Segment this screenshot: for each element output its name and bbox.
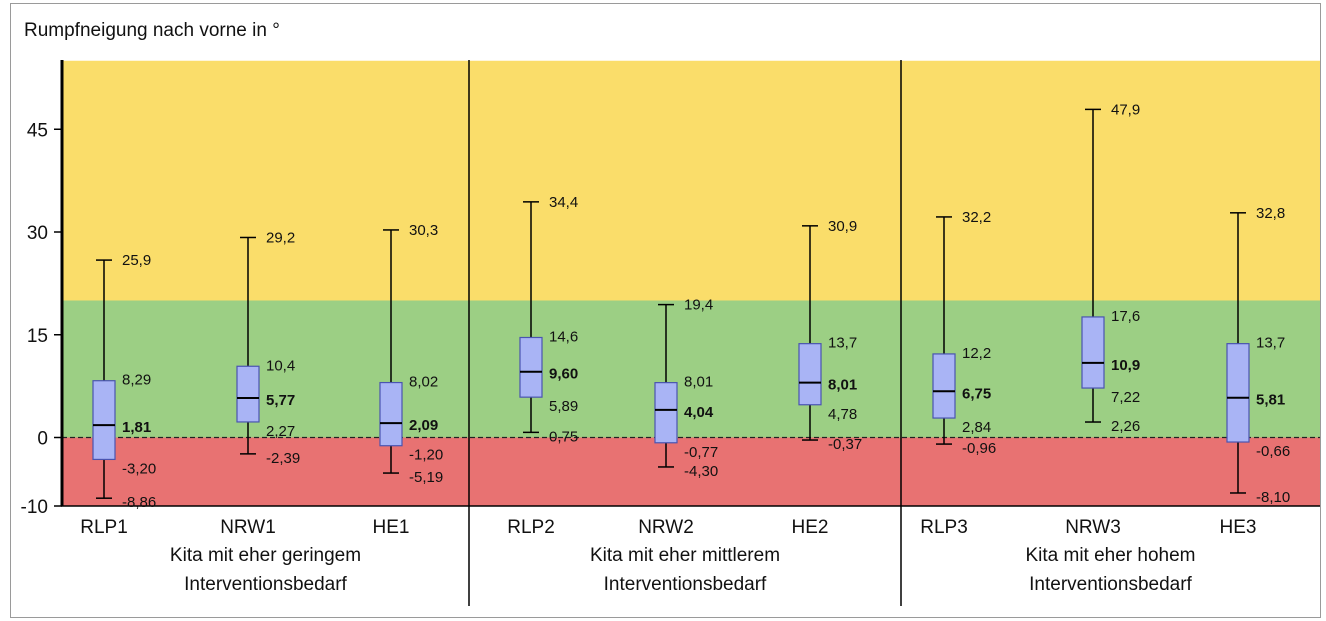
group-label-line1: Kita mit eher mittlerem [590,545,780,566]
band-2 [62,60,1320,301]
box-iqr [654,382,678,444]
max-label: 30,3 [409,222,438,239]
category-label: NRW3 [1065,517,1121,538]
band-0 [62,437,1320,506]
q3-label: 17,6 [1111,308,1140,325]
group-label-line1: Kita mit eher geringem [170,545,361,566]
q1-label: 4,78 [828,406,857,423]
q3-label: 12,2 [962,345,991,362]
median-label: 2,09 [409,417,438,434]
min-label: -0,37 [828,436,862,453]
q3-label: 8,02 [409,374,438,391]
category-label: RLP1 [80,517,128,538]
min-label: 0,75 [549,428,578,445]
y-tick-label-45: 45 [27,120,48,141]
max-label: 32,2 [962,209,991,226]
box-iqr [379,381,403,447]
q1-label: -3,20 [122,460,156,477]
box-iqr [92,380,116,461]
box-iqr [798,343,822,406]
max-label: 32,8 [1256,205,1285,222]
q1-label: 2,27 [266,423,295,440]
box-iqr [236,365,260,423]
max-label: 30,9 [828,218,857,235]
q1-label: 5,89 [549,398,578,415]
q3-label: 8,01 [684,374,713,391]
median-label: 4,04 [684,404,714,421]
group-label-line1: Kita mit eher hohem [1025,545,1195,566]
max-label: 34,4 [549,194,578,211]
median-label: 5,77 [266,392,295,409]
min-label: -8,86 [122,494,156,511]
y-tick-label-30: 30 [27,223,48,244]
q3-label: 10,4 [266,357,295,374]
max-label: 19,4 [684,297,713,314]
y-tick-label-15: 15 [27,326,48,347]
median-label: 9,60 [549,366,578,383]
category-label: HE2 [792,517,829,538]
median-label: 6,75 [962,385,991,402]
q1-label: -1,20 [409,447,443,464]
q3-label: 13,7 [828,335,857,352]
category-label: HE3 [1220,517,1257,538]
group-label-line2: Interventionsbedarf [604,574,767,595]
min-label: -0,96 [962,440,996,457]
group-label-line2: Interventionsbedarf [1029,574,1192,595]
y-axis-title: Rumpfneigung nach vorne in ° [24,20,280,41]
min-label: -2,39 [266,450,300,467]
max-label: 47,9 [1111,101,1140,118]
y-tick-label--10: -10 [21,497,48,518]
category-label: RLP3 [920,517,968,538]
max-label: 25,9 [122,252,151,269]
q1-label: 2,84 [962,419,991,436]
q1-label: 7,22 [1111,389,1140,406]
category-label: NRW2 [638,517,694,538]
category-label: NRW1 [220,517,276,538]
q3-label: 8,29 [122,372,151,389]
min-label: -4,30 [684,463,718,480]
median-label: 1,81 [122,419,151,436]
box-iqr [1081,316,1105,389]
group-label-line2: Interventionsbedarf [184,574,347,595]
category-label: HE1 [373,517,410,538]
y-tick-label-0: 0 [37,429,48,450]
min-label: -8,10 [1256,489,1290,506]
max-label: 29,2 [266,229,295,246]
median-label: 10,9 [1111,357,1140,374]
box-iqr [1226,343,1250,443]
q3-label: 14,6 [549,328,578,345]
q1-label: -0,66 [1256,443,1290,460]
chart-frame [10,3,1321,618]
q1-label: -0,77 [684,444,718,461]
q3-label: 13,7 [1256,335,1285,352]
median-label: 5,81 [1256,392,1285,409]
min-label: -5,19 [409,469,443,486]
category-label: RLP2 [507,517,555,538]
band-1 [62,300,1320,438]
min-label: 2,26 [1111,418,1140,435]
box-iqr [519,336,543,398]
box-iqr [932,353,956,419]
median-label: 8,01 [828,377,857,394]
